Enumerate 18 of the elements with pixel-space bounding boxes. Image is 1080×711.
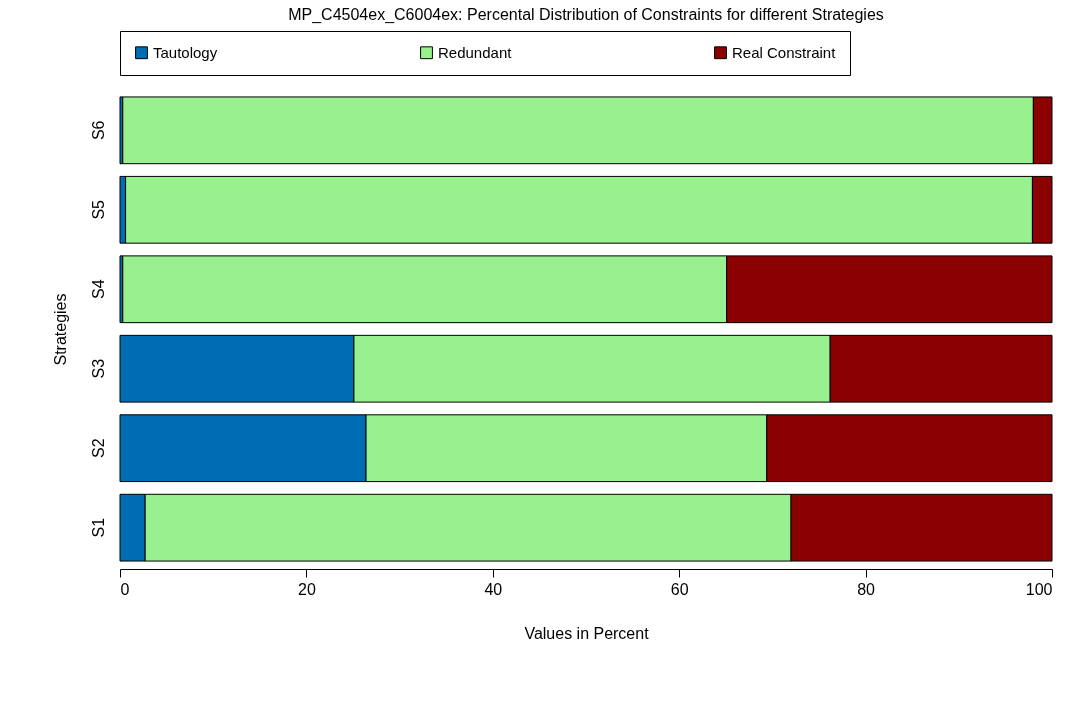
y-tick-label: S6	[89, 120, 107, 141]
y-tick-label: S1	[89, 517, 107, 538]
y-tick-label: S5	[89, 199, 107, 220]
legend-label: Tautology	[153, 43, 218, 61]
x-tick-label: 80	[857, 580, 876, 598]
x-tick-label: 100	[1025, 580, 1053, 598]
y-axis-title: Strategies	[51, 293, 69, 366]
legend-label: Real Constraint	[732, 43, 837, 61]
x-axis-title: Values in Percent	[524, 624, 650, 642]
y-tick-label: S3	[89, 358, 107, 379]
legend-label: Redundant	[438, 43, 513, 61]
y-tick-label: S2	[89, 438, 107, 458]
x-tick-label: 40	[484, 580, 503, 598]
x-tick-label: 20	[298, 580, 316, 598]
x-tick-label: 60	[670, 580, 689, 598]
chart-title: MP_C4504ex_C6004ex: Percental Distribution of Constraints for different Strategies	[288, 5, 884, 24]
y-tick-label: S4	[89, 279, 107, 300]
x-tick-label: 0	[120, 580, 130, 598]
